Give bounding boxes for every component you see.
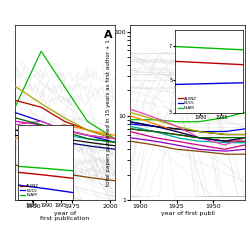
Y-axis label: total papers published in 15 years as first author + 1: total papers published in 15 years as fi… [106,39,112,186]
Text: A: A [104,30,112,40]
Legend: AU/NZ, EU15, N-AM: AU/NZ, EU15, N-AM [20,184,40,198]
Legend: AU/NZ, EU15, N-AM: AU/NZ, EU15, N-AM [177,96,197,110]
X-axis label: year of
first publication: year of first publication [40,210,90,221]
X-axis label: year of first publi: year of first publi [160,210,214,216]
